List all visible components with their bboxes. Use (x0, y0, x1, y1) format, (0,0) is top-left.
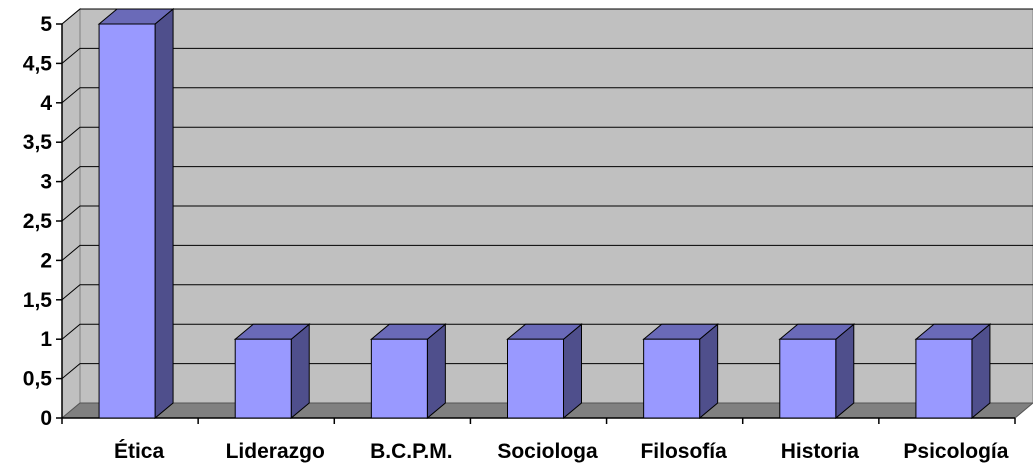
y-tick-label: 3 (40, 171, 52, 194)
bar-side (835, 323, 855, 420)
gridline (61, 126, 1033, 143)
bar-6 (778, 323, 856, 420)
bar-front (779, 338, 837, 419)
gridline (61, 166, 1033, 182)
bar-side (699, 323, 719, 420)
gridlines (61, 8, 1033, 379)
bar-front (643, 338, 701, 419)
y-tick-label: 4,5 (23, 52, 53, 75)
bar-side (290, 323, 310, 420)
x-tick-label: Ética (114, 440, 165, 463)
bar-side (154, 7, 174, 420)
y-tick-label: 1,5 (23, 289, 53, 312)
y-tick-label: 1 (40, 328, 52, 351)
x-tick-label: Sociologa (497, 440, 598, 463)
x-tick-label: B.C.P.M. (370, 440, 452, 463)
x-tick-label: Psicología (903, 440, 1008, 463)
y-tick-label: 0,5 (23, 368, 53, 391)
bar-front (98, 23, 156, 419)
bar-front (370, 338, 428, 419)
bar-side (563, 323, 582, 420)
x-axis: Ética Liderazgo B.C.P.M. Sociologa Filosofía… (61, 417, 1016, 463)
y-tick-label: 5 (40, 13, 52, 36)
y-tick-label: 0 (40, 407, 52, 430)
y-tick-label: 3,5 (23, 131, 53, 154)
bar-front (507, 338, 564, 419)
y-axis: 0 0,5 1 1,5 2 2,5 3 3,5 4 4,5 5 (23, 13, 63, 430)
gridline (61, 205, 1033, 222)
y-tick-label: 4 (40, 92, 52, 115)
x-tick-label: Historia (781, 440, 860, 463)
gridline (61, 47, 1033, 64)
gridline (61, 284, 1033, 301)
bar-4 (506, 323, 583, 420)
x-tick-label: Filosofía (640, 440, 727, 463)
bar-1 (97, 7, 175, 420)
y-tick-label: 2 (40, 249, 52, 272)
x-tick-label: Liderazgo (226, 440, 325, 463)
gridline (61, 244, 1033, 261)
bar-front (915, 338, 973, 419)
y-tick-label: 2,5 (23, 210, 53, 233)
bar-front (234, 338, 292, 419)
gridline (61, 8, 1033, 25)
bar-3 (369, 323, 447, 420)
bar-5 (642, 323, 720, 420)
bar-side (971, 323, 991, 420)
bar-7 (914, 323, 992, 420)
gridline (61, 87, 1033, 104)
bar-side (426, 323, 446, 420)
bars (97, 7, 992, 420)
bar-2 (233, 323, 311, 420)
